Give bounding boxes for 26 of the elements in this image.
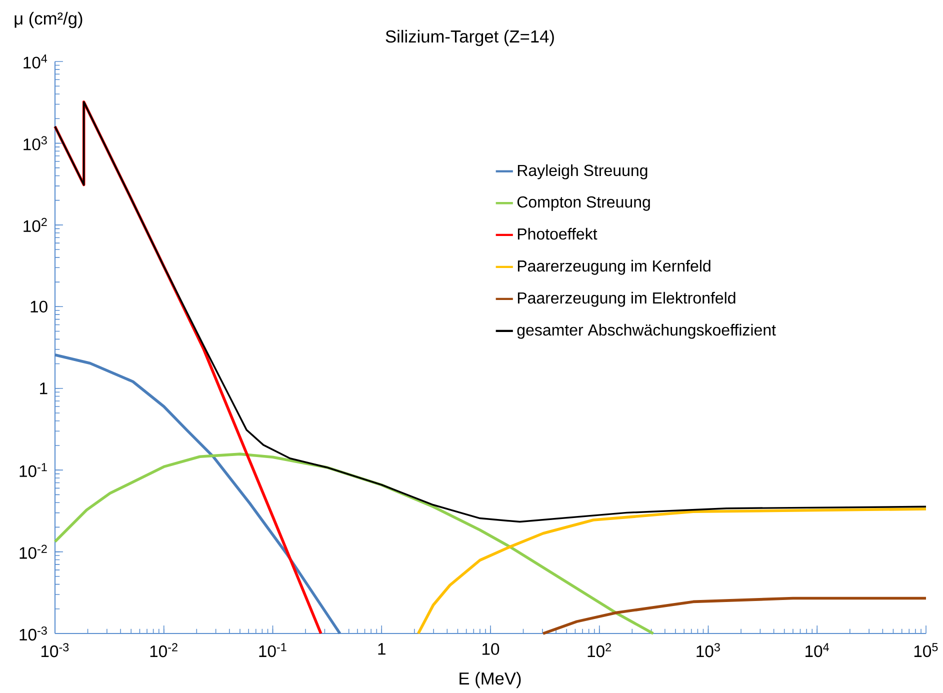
x-tick-label: 10$^{3}$ xyxy=(696,643,720,658)
chart-title: Silizium-Target (Z=14) xyxy=(386,30,554,46)
legend-label: Photoeffekt xyxy=(518,228,598,240)
y-tick-label: 10$^{2}$ xyxy=(24,218,47,232)
legend-label: gesamter Abschwächungskoeffizient xyxy=(517,324,776,339)
y-tick-label: 10$^{3}$ xyxy=(24,136,47,150)
x-tick-label: 10$^{4}$ xyxy=(806,643,829,658)
legend-label: Paarerzeugung im Elektronfeld xyxy=(518,292,736,307)
x-tick-label: 10$^{2}$ xyxy=(588,643,611,658)
x-tick-label: 10$^{-3}$ xyxy=(41,643,69,658)
y-tick-label: 10$^{4}$ xyxy=(24,54,48,69)
x-tick-label: 10$^{-1}$ xyxy=(259,643,286,658)
x-tick-label: 10$^{5}$ xyxy=(914,643,938,658)
x-tick-label: 1 xyxy=(378,643,386,655)
legend-label: Rayleigh Streuung xyxy=(518,164,648,180)
x-tick-label: 10$^{-2}$ xyxy=(150,643,178,658)
y-tick-label: 1 xyxy=(40,382,48,394)
legend-label: Compton Streuung xyxy=(517,196,650,211)
y-tick-label: 10 xyxy=(30,300,48,313)
y-tick-label: 10$^{-1}$ xyxy=(20,463,47,478)
legend-label: Paarerzeugung im Kernfeld xyxy=(518,260,710,275)
x-tick-label: 10 xyxy=(482,643,500,655)
y-tick-label: 10$^{-2}$ xyxy=(20,544,47,559)
x-axis-title: E (MeV) xyxy=(460,672,521,688)
y-tick-label: 10$^{-3}$ xyxy=(20,626,47,641)
y-axis-title: μ (cm²/g) xyxy=(14,12,82,28)
